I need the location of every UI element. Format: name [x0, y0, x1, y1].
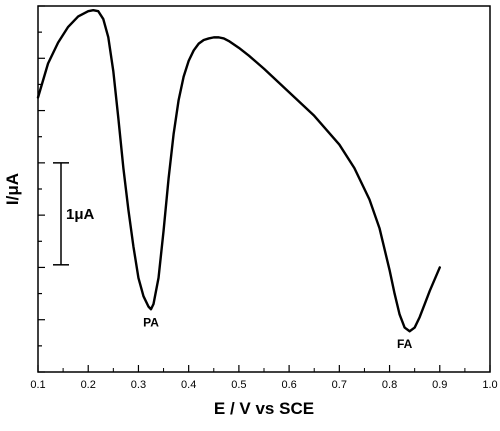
series-line — [36, 8, 441, 333]
peak-annotations: PA FA — [143, 315, 413, 351]
y-axis-ticks — [38, 5, 45, 373]
x-tick-label-7: 0.8 — [382, 379, 397, 391]
x-tick-label-4: 0.5 — [231, 379, 246, 391]
x-tick-label-5: 0.6 — [281, 379, 296, 391]
annotation-pa: PA — [143, 315, 159, 329]
x-tick-label-1: 0.2 — [81, 379, 96, 391]
y-axis-title: I/μA — [3, 173, 22, 205]
x-tick-label-9: 1.0 — [482, 379, 497, 391]
x-tick-label-3: 0.4 — [181, 379, 196, 391]
x-axis-tick-labels: 0.1 0.2 0.3 0.4 0.5 0.6 0.7 0.8 0.9 1.0 — [30, 379, 497, 391]
scale-bar: 1μA — [53, 162, 95, 266]
x-tick-label-6: 0.7 — [332, 379, 347, 391]
x-tick-label-0: 0.1 — [30, 379, 45, 391]
annotation-fa: FA — [397, 337, 413, 351]
x-axis-ticks — [37, 365, 491, 372]
plot-frame — [37, 5, 491, 373]
x-tick-label-2: 0.3 — [131, 379, 146, 391]
scale-bar-label: 1μA — [66, 206, 95, 223]
x-tick-label-8: 0.9 — [432, 379, 447, 391]
x-axis-title: E / V vs SCE — [214, 399, 314, 418]
